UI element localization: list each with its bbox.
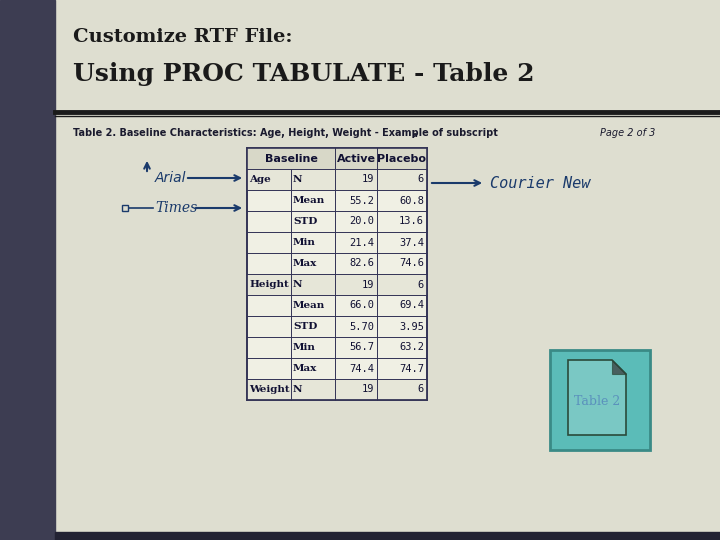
- Text: Active: Active: [336, 153, 376, 164]
- Text: 6: 6: [418, 280, 424, 289]
- Polygon shape: [568, 360, 626, 435]
- Text: 37.4: 37.4: [399, 238, 424, 247]
- Text: 56.7: 56.7: [349, 342, 374, 353]
- Text: 74.4: 74.4: [349, 363, 374, 374]
- Text: 5.70: 5.70: [349, 321, 374, 332]
- Text: 6: 6: [418, 384, 424, 395]
- Text: 63.2: 63.2: [399, 342, 424, 353]
- Text: Using PROC TABULATE - Table 2: Using PROC TABULATE - Table 2: [73, 62, 534, 86]
- Bar: [247, 274, 427, 295]
- Text: N: N: [293, 280, 302, 289]
- Text: Max: Max: [293, 364, 318, 373]
- Text: Max: Max: [293, 259, 318, 268]
- Text: 74.6: 74.6: [399, 259, 424, 268]
- Bar: [247, 148, 427, 400]
- Text: STD: STD: [293, 322, 318, 331]
- Bar: [55, 532, 720, 540]
- Text: 66.0: 66.0: [349, 300, 374, 310]
- Text: Age: Age: [249, 175, 271, 184]
- Text: Table 2: Table 2: [574, 395, 620, 408]
- Polygon shape: [612, 360, 626, 374]
- Text: Mean: Mean: [293, 301, 325, 310]
- Text: 13.6: 13.6: [399, 217, 424, 226]
- Text: 19: 19: [361, 280, 374, 289]
- Text: 19: 19: [361, 384, 374, 395]
- Text: 60.8: 60.8: [399, 195, 424, 206]
- Text: 55.2: 55.2: [349, 195, 374, 206]
- Bar: [247, 379, 427, 400]
- Text: 82.6: 82.6: [349, 259, 374, 268]
- Text: 6: 6: [418, 174, 424, 185]
- Bar: [550, 350, 650, 450]
- Text: 20.0: 20.0: [349, 217, 374, 226]
- Text: Baseline: Baseline: [264, 153, 318, 164]
- Text: N: N: [293, 175, 302, 184]
- Text: Min: Min: [293, 343, 316, 352]
- Text: 69.4: 69.4: [399, 300, 424, 310]
- Text: 21.4: 21.4: [349, 238, 374, 247]
- Text: Customize RTF File:: Customize RTF File:: [73, 28, 292, 46]
- Text: Mean: Mean: [293, 196, 325, 205]
- Text: Min: Min: [293, 238, 316, 247]
- Bar: [0, 0, 55, 540]
- Text: a: a: [413, 132, 418, 138]
- Text: Page 2 of 3: Page 2 of 3: [600, 128, 655, 138]
- Text: Arial: Arial: [155, 171, 186, 185]
- Bar: [247, 148, 427, 169]
- Bar: [247, 169, 427, 190]
- Text: N: N: [293, 385, 302, 394]
- Text: 3.95: 3.95: [399, 321, 424, 332]
- Text: 19: 19: [361, 174, 374, 185]
- Text: Table 2. Baseline Characteristics: Age, Height, Weight - Example of subscript: Table 2. Baseline Characteristics: Age, …: [73, 128, 498, 138]
- Text: Weight: Weight: [249, 385, 289, 394]
- Text: Height: Height: [249, 280, 289, 289]
- Text: Placebo: Placebo: [377, 153, 426, 164]
- Text: 74.7: 74.7: [399, 363, 424, 374]
- Text: Courier New: Courier New: [490, 176, 590, 191]
- Text: Times: Times: [155, 201, 197, 215]
- Text: STD: STD: [293, 217, 318, 226]
